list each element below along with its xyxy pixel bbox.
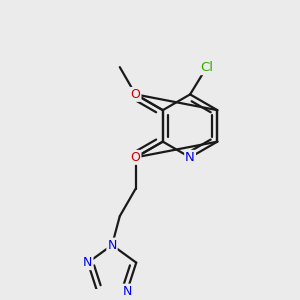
- Text: O: O: [130, 88, 140, 101]
- Text: N: N: [122, 285, 132, 298]
- Text: N: N: [83, 256, 92, 269]
- Text: Cl: Cl: [200, 61, 213, 74]
- Text: O: O: [130, 151, 140, 164]
- Text: N: N: [185, 151, 195, 164]
- Text: N: N: [107, 238, 117, 252]
